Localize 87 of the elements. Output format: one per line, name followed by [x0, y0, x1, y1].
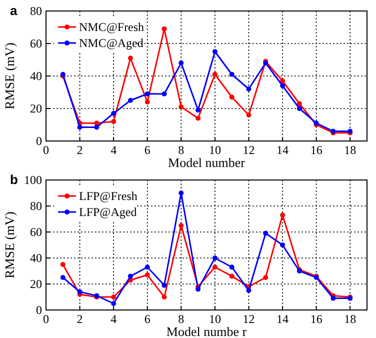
x-axis-title: Model numbe r — [166, 324, 248, 338]
point — [212, 264, 218, 270]
x-tick-label: 12 — [242, 312, 255, 326]
point — [162, 91, 167, 96]
x-tick-label: 18 — [344, 312, 356, 326]
x-tick-label: 10 — [208, 143, 221, 157]
point — [246, 86, 252, 92]
point — [144, 91, 150, 96]
point — [296, 101, 302, 106]
point — [144, 272, 150, 278]
x-tick-label: 16 — [310, 143, 322, 157]
point — [111, 301, 116, 306]
point — [111, 110, 116, 116]
x-tick-label: 6 — [144, 143, 150, 157]
legend-label: NMC@Aged — [79, 36, 144, 50]
point — [229, 72, 234, 77]
y-axis-title: RMSE (mV) — [2, 212, 17, 278]
x-tick-label: 14 — [276, 143, 289, 157]
x-tick-label: 14 — [276, 312, 289, 326]
chart-title: b — [10, 172, 18, 187]
x-tick-label: 8 — [178, 143, 184, 157]
point — [178, 104, 184, 110]
y-tick-label: 60 — [30, 36, 42, 50]
x-tick-label: 2 — [76, 143, 83, 157]
chart-title: a — [10, 3, 18, 18]
point — [196, 116, 201, 121]
x-tick-label: 6 — [144, 312, 150, 326]
point — [196, 108, 201, 113]
point — [212, 256, 218, 260]
point — [229, 264, 234, 270]
legend-label: LFP@Fresh — [79, 189, 138, 203]
x-tick-label: 4 — [110, 143, 117, 157]
point — [128, 274, 133, 279]
point — [162, 294, 167, 300]
x-tick-label: 12 — [242, 143, 255, 157]
point — [212, 72, 218, 77]
point — [280, 83, 286, 88]
point — [263, 230, 268, 236]
point — [229, 94, 234, 100]
point — [162, 282, 167, 288]
point — [212, 49, 218, 54]
x-tick-label: 4 — [110, 312, 117, 326]
point — [229, 274, 234, 279]
y-tick-label: 80 — [30, 199, 42, 213]
y-axis-title: RMSE (mV) — [2, 42, 17, 110]
y-tick-label: 0 — [36, 134, 42, 148]
point — [77, 124, 82, 130]
y-tick-label: 60 — [30, 225, 42, 239]
point — [60, 262, 66, 267]
y-tick-label: 80 — [30, 4, 42, 18]
point — [128, 98, 133, 103]
x-tick-label: 8 — [178, 312, 184, 326]
point — [296, 106, 302, 111]
point — [162, 26, 167, 32]
point — [111, 119, 116, 124]
x-tick-label: 2 — [76, 312, 83, 326]
point — [280, 78, 286, 84]
y-tick-label: 20 — [30, 102, 42, 116]
point — [144, 264, 150, 270]
point — [111, 294, 116, 300]
point — [330, 296, 336, 301]
point — [196, 286, 201, 292]
point — [178, 190, 184, 196]
y-tick-label: 40 — [30, 251, 42, 265]
point — [94, 120, 100, 126]
x-tick-label: 18 — [344, 143, 356, 157]
point — [246, 288, 252, 293]
legend-label: NMC@Fresh — [79, 20, 144, 34]
y-tick-label: 40 — [30, 69, 42, 83]
point — [77, 289, 82, 294]
point — [263, 275, 268, 280]
point — [128, 56, 133, 61]
point — [144, 100, 150, 104]
point — [280, 242, 286, 248]
point — [178, 223, 184, 228]
x-tick-label: 16 — [310, 312, 322, 326]
x-axis-title: Model number — [168, 155, 246, 170]
point — [94, 124, 100, 130]
y-tick-label: 20 — [30, 277, 42, 291]
point — [246, 112, 252, 118]
y-tick-label: 0 — [36, 303, 42, 317]
x-tick-label: 10 — [208, 312, 221, 326]
y-tick-label: 100 — [24, 173, 42, 187]
point — [280, 212, 286, 218]
point — [60, 275, 66, 280]
legend-label: LFP@Aged — [79, 205, 137, 219]
point — [178, 60, 184, 66]
